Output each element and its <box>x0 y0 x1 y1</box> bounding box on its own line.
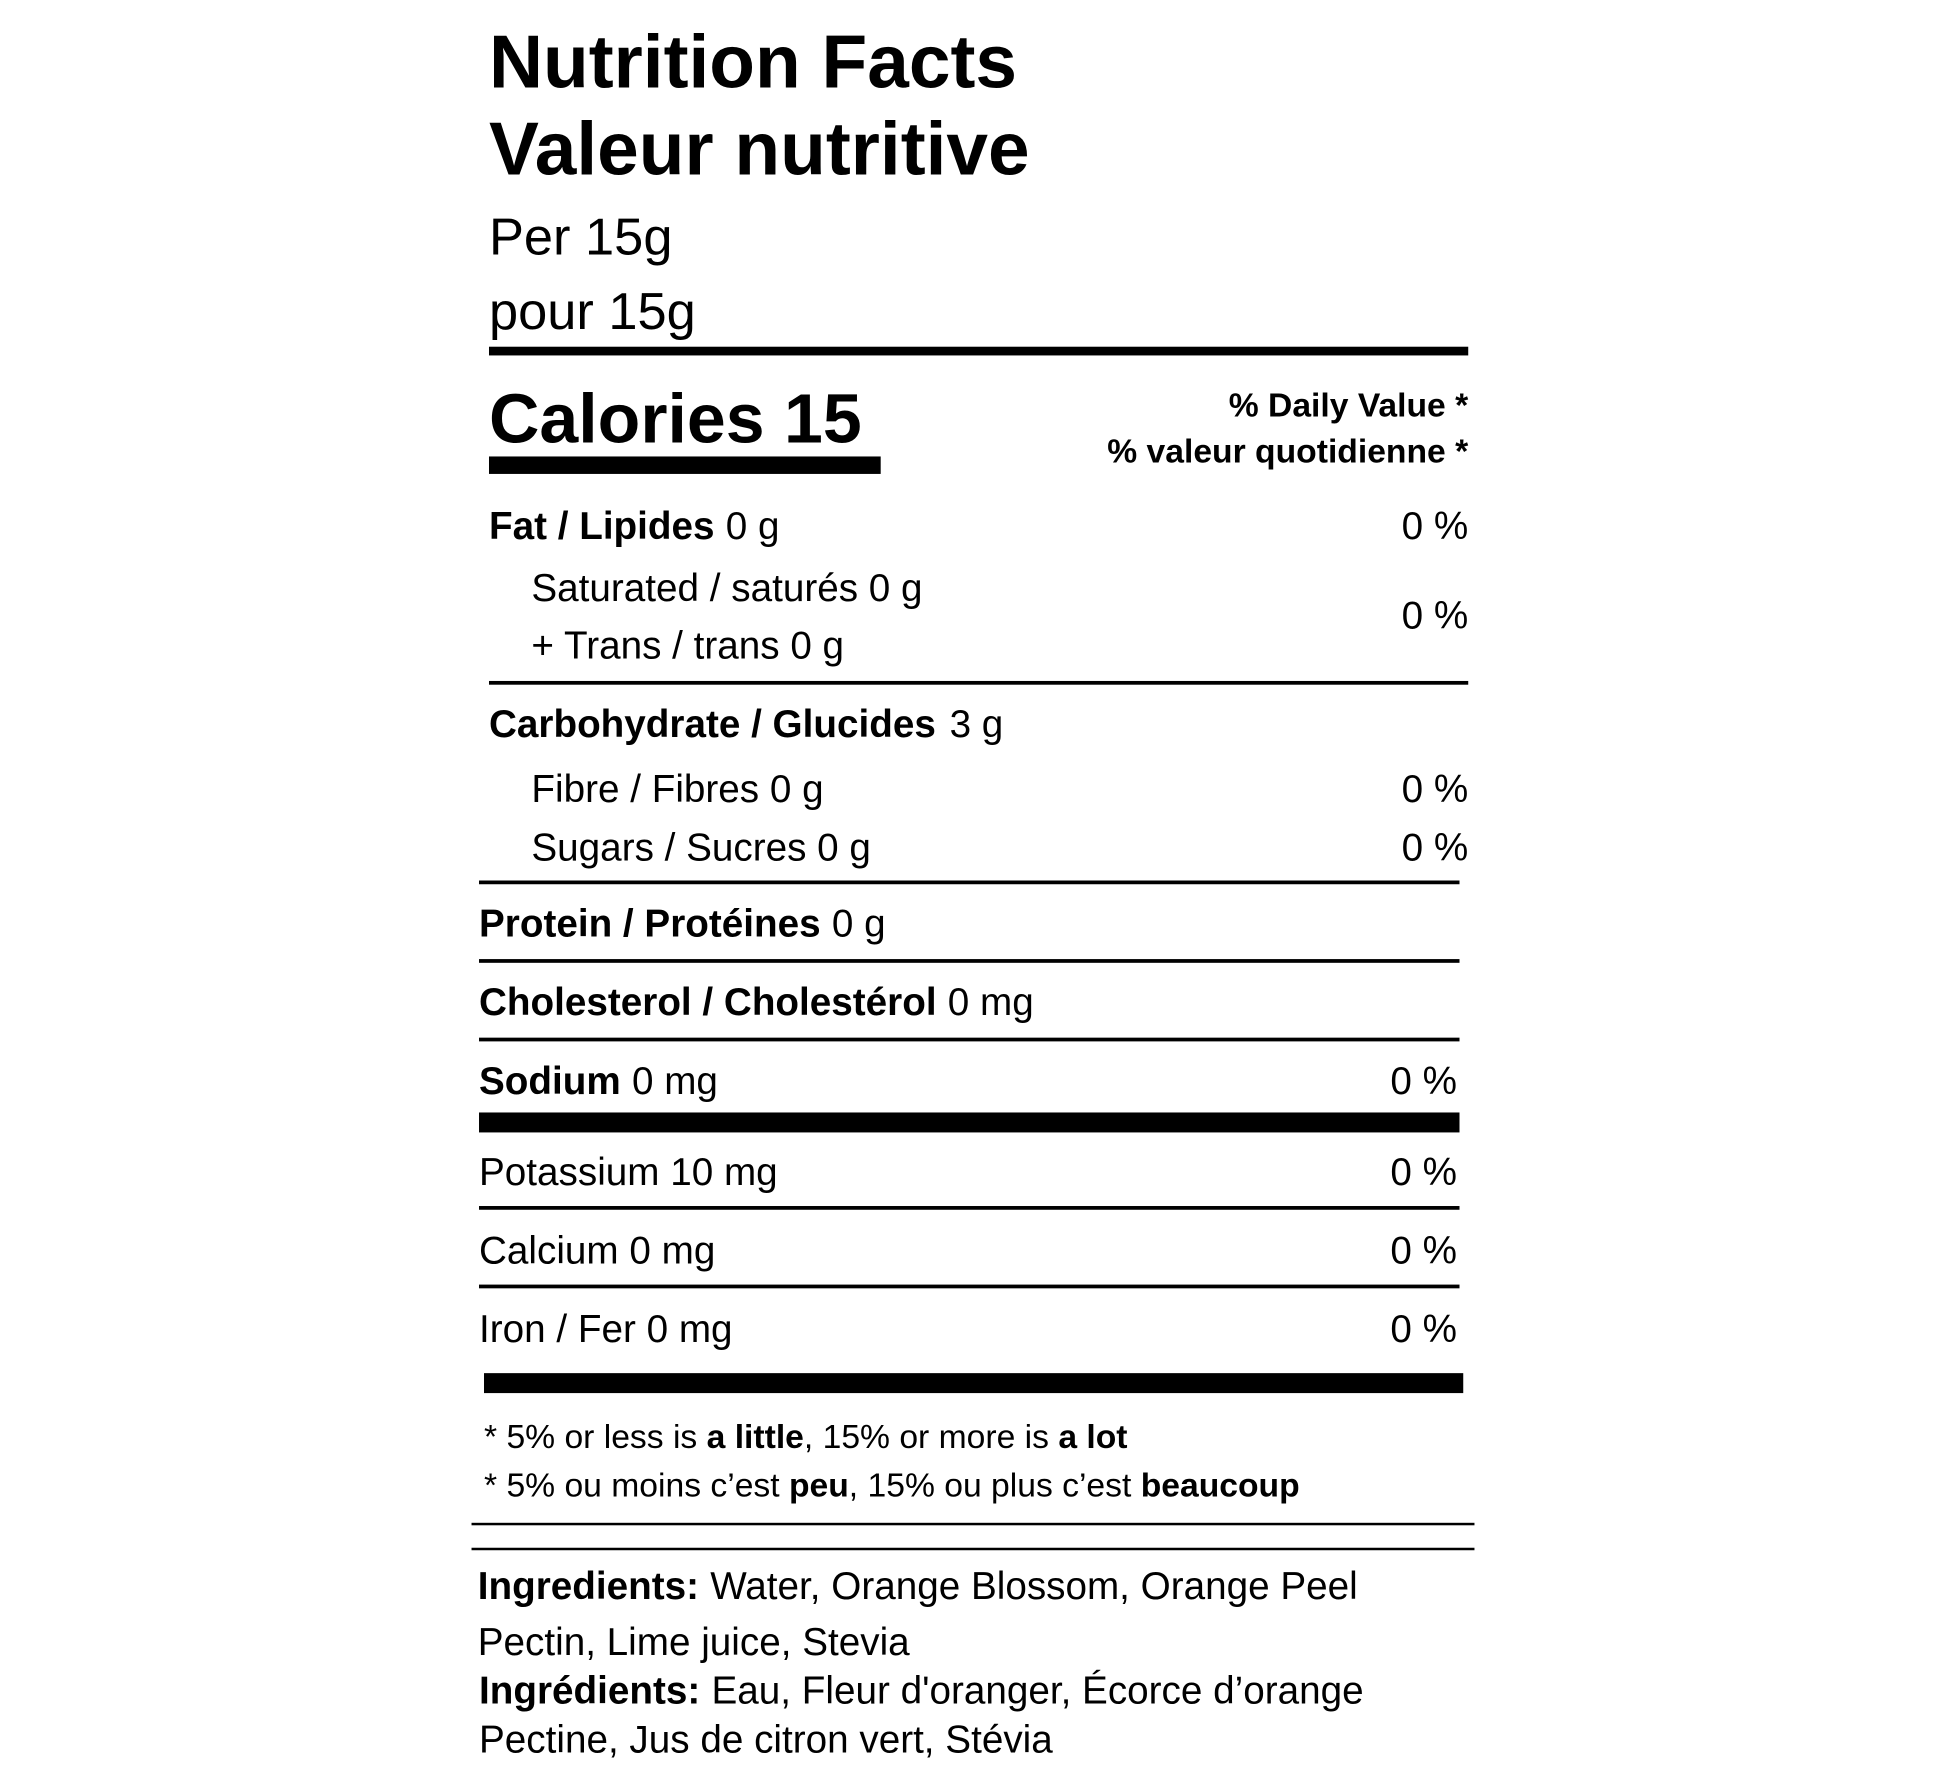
footnote-text: , 15% or more is <box>804 1419 1058 1456</box>
daily-value: 0 % <box>1390 1151 1457 1194</box>
ingredients: Ingrédients: Eau, Fleur d'oranger, Écorce… <box>479 1670 1364 1713</box>
footnote-text: peu <box>789 1468 849 1505</box>
divider <box>479 959 1460 963</box>
footnote-text: * 5% or less is <box>484 1419 707 1456</box>
footnote-text: , 15% ou plus c’est <box>849 1468 1141 1505</box>
daily-value-header: % Daily Value * <box>1229 388 1469 425</box>
divider <box>488 346 1469 356</box>
footnote-text: beaucoup <box>1141 1468 1300 1505</box>
nutrient-label: Fat / Lipides <box>489 505 715 548</box>
divider <box>488 456 881 474</box>
nutrient-label: Sodium <box>479 1060 621 1103</box>
nutrient: Saturated / saturés 0 g <box>531 567 922 610</box>
nutrient-label: Carbohydrate / Glucides <box>489 703 936 746</box>
daily-value: 0 % <box>1402 505 1469 548</box>
ingredients-text: Water, Orange Blossom, Orange Peel <box>710 1565 1358 1608</box>
nutrient: Carbohydrate / Glucides 3 g <box>489 703 1003 746</box>
divider <box>479 1112 1460 1133</box>
nutrient: Protein / Protéines 0 g <box>479 903 886 946</box>
divider <box>471 1522 1475 1526</box>
nutrient-amount: 0 g <box>726 505 780 548</box>
daily-value: 0 % <box>1390 1229 1457 1272</box>
nutrient: Fibre / Fibres 0 g <box>531 768 823 811</box>
ingredients-text: Eau, Fleur d'oranger, Écorce d’orange <box>711 1670 1363 1713</box>
ingredients: Ingredients: Water, Orange Blossom, Orang… <box>478 1565 1358 1608</box>
nutrient-label: Cholesterol / Cholestérol <box>479 981 937 1024</box>
serving-size: Per 15g <box>489 208 672 266</box>
daily-value: 0 % <box>1390 1060 1457 1103</box>
footnote-text: a little <box>707 1419 804 1456</box>
daily-value-header: % valeur quotidienne * <box>1107 434 1469 471</box>
nutrient-amount: 0 mg <box>948 981 1034 1024</box>
divider <box>479 1206 1460 1210</box>
footnote-text: a lot <box>1058 1419 1127 1456</box>
footnote-text: * 5% ou moins c’est <box>484 1468 789 1505</box>
nutrient: Sugars / Sucres 0 g <box>531 827 871 870</box>
nutrient: Iron / Fer 0 mg <box>479 1308 733 1351</box>
footnote: * 5% ou moins c’est peu, 15% ou plus c’e… <box>484 1468 1300 1505</box>
daily-value: 0 % <box>1402 768 1469 811</box>
nutrient-amount: 3 g <box>950 703 1004 746</box>
nutrient-amount: 0 mg <box>632 1060 718 1103</box>
footnote: * 5% or less is a little, 15% or more is… <box>484 1419 1128 1456</box>
title: Valeur nutritive <box>489 107 1030 191</box>
nutrient: Sodium 0 mg <box>479 1060 718 1103</box>
ingredients-label: Ingrédients: <box>479 1670 700 1713</box>
nutrient: Fat / Lipides 0 g <box>489 505 780 548</box>
nutrient: + Trans / trans 0 g <box>531 625 844 668</box>
divider <box>479 1037 1460 1042</box>
divider <box>488 680 1469 685</box>
title: Nutrition Facts <box>489 19 1017 103</box>
daily-value: 0 % <box>1402 827 1469 870</box>
ingredients-label: Ingredients: <box>478 1565 699 1608</box>
daily-value: 0 % <box>1402 595 1469 638</box>
divider <box>471 1547 1475 1551</box>
daily-value: 0 % <box>1390 1308 1457 1351</box>
ingredients-text: Pectin, Lime juice, Stevia <box>478 1621 910 1664</box>
ingredients-text: Pectine, Jus de citron vert, Stévia <box>479 1718 1053 1761</box>
nutrient-amount: 0 g <box>832 903 886 946</box>
divider <box>479 1284 1460 1289</box>
divider <box>484 1373 1464 1394</box>
nutrient: Calcium 0 mg <box>479 1229 715 1272</box>
serving-size: pour 15g <box>489 283 696 341</box>
nutrient-label: Protein / Protéines <box>479 903 821 946</box>
divider <box>479 880 1460 885</box>
calories: Calories 15 <box>489 380 862 458</box>
nutrient: Cholesterol / Cholestérol 0 mg <box>479 981 1034 1024</box>
nutrient: Potassium 10 mg <box>479 1151 778 1194</box>
